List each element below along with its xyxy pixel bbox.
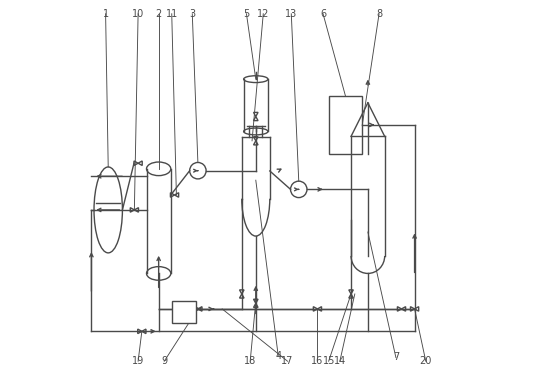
- Text: 14: 14: [334, 356, 346, 366]
- Text: 10: 10: [132, 9, 144, 19]
- Text: 4: 4: [275, 351, 281, 361]
- Text: 13: 13: [285, 9, 297, 19]
- Text: 19: 19: [132, 356, 144, 366]
- Text: 12: 12: [257, 9, 270, 19]
- Text: 3: 3: [189, 9, 195, 19]
- Bar: [328, 96, 362, 154]
- Text: 1: 1: [103, 9, 108, 19]
- Text: 17: 17: [281, 356, 294, 366]
- Text: 11: 11: [166, 9, 178, 19]
- Bar: [172, 302, 196, 323]
- Text: 18: 18: [244, 356, 256, 366]
- Text: 16: 16: [311, 356, 324, 366]
- Text: 15: 15: [323, 356, 335, 366]
- Text: 2: 2: [155, 9, 162, 19]
- Text: 8: 8: [376, 9, 382, 19]
- Text: 5: 5: [244, 9, 249, 19]
- Text: 7: 7: [393, 352, 399, 363]
- Text: 20: 20: [420, 356, 432, 366]
- Text: GAS: GAS: [173, 303, 195, 313]
- Text: 9: 9: [161, 356, 167, 366]
- Text: 6: 6: [320, 9, 326, 19]
